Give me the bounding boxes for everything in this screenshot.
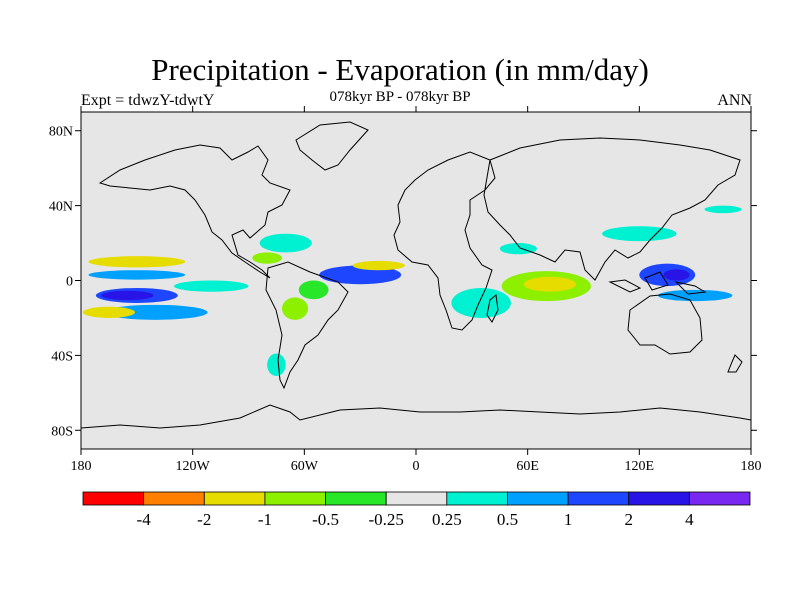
anomaly-region <box>602 226 677 242</box>
experiment-label: Expt = tdwzY-tdwtY <box>81 92 215 109</box>
plot-title: Precipitation - Evaporation (in mm/day) <box>151 52 649 87</box>
coastline-layer <box>81 121 751 429</box>
colorbar-swatch <box>385 491 448 506</box>
colorbar-swatch <box>567 491 630 506</box>
anomaly-region <box>103 304 208 320</box>
colorbar-label: -2 <box>197 510 211 529</box>
anomaly-region <box>174 280 249 292</box>
anomaly-region <box>523 276 577 292</box>
colorbar-label: 4 <box>685 510 694 529</box>
lat-tick-label: 0 <box>66 275 73 290</box>
colorbar-label: 0.5 <box>497 510 518 529</box>
colorbar-swatch <box>82 491 145 506</box>
map-background <box>81 112 751 449</box>
anomaly-region <box>499 243 537 255</box>
colorbar-label: 2 <box>624 510 633 529</box>
coastline-australia <box>627 293 703 355</box>
coastline-eurafrica <box>393 151 496 331</box>
plot-subtitle: 078kyr BP - 078kyr BP <box>329 89 471 105</box>
lon-tick-label: 60E <box>516 459 539 474</box>
anomaly-region <box>657 289 733 302</box>
axis-ticks: 80N 40N 0 40S 80S 180 120W 60W 0 60E 120E 180 <box>49 106 762 474</box>
lat-tick-label: 40S <box>51 349 73 364</box>
coastline-madagascar <box>486 294 499 323</box>
lon-tick-label: 120W <box>176 459 211 474</box>
colorbar-label: 0.25 <box>432 510 462 529</box>
anomaly-region <box>267 353 286 376</box>
colorbar: -4 -2 -1 -0.5 -0.25 0.25 0.5 1 2 4 <box>82 491 751 529</box>
coastline-indonesia <box>608 271 707 295</box>
anomaly-region <box>282 297 309 320</box>
season-label: ANN <box>717 92 752 109</box>
colorbar-swatch <box>143 491 205 506</box>
colorbar-label: -0.5 <box>312 510 339 529</box>
coastline-antarctica <box>81 404 751 429</box>
anomaly-region <box>259 233 312 253</box>
lon-tick-label: 120E <box>625 459 655 474</box>
colorbar-swatch <box>507 491 569 506</box>
colorbar-label: -0.25 <box>368 510 403 529</box>
coastline-south-america <box>265 261 349 390</box>
colorbar-label: -4 <box>137 510 152 529</box>
anomaly-region <box>352 260 405 271</box>
anomaly-region <box>663 269 690 281</box>
anomaly-region <box>298 280 329 300</box>
coastline-greenland <box>295 121 369 171</box>
colorbar-swatch <box>325 491 387 506</box>
lat-tick-label: 40N <box>49 200 73 215</box>
anomaly-region <box>704 205 742 214</box>
anomaly-region <box>319 265 402 285</box>
anomaly-region <box>101 290 154 301</box>
colorbar-label: -1 <box>258 510 272 529</box>
coastline-north-america <box>98 144 291 279</box>
colorbar-swatch <box>264 491 326 506</box>
lon-tick-label: 180 <box>741 459 762 474</box>
lon-tick-label: 0 <box>413 459 420 474</box>
anomaly-region <box>451 287 511 318</box>
lat-tick-label: 80S <box>51 424 73 439</box>
lon-tick-label: 180 <box>71 459 92 474</box>
coastline-asia <box>483 137 741 281</box>
lat-tick-label: 80N <box>49 125 73 140</box>
colorbar-label: 1 <box>564 510 573 529</box>
colorbar-swatch <box>688 491 751 506</box>
anomaly-region <box>88 270 186 280</box>
anomaly-region <box>82 306 135 318</box>
coastline-new-zealand <box>727 354 743 373</box>
anomaly-region <box>252 252 282 264</box>
anomaly-region <box>88 256 186 268</box>
colorbar-swatch <box>446 491 508 506</box>
colorbar-swatch <box>628 491 690 506</box>
lon-tick-label: 60W <box>291 459 319 474</box>
colorbar-swatch <box>203 491 266 506</box>
